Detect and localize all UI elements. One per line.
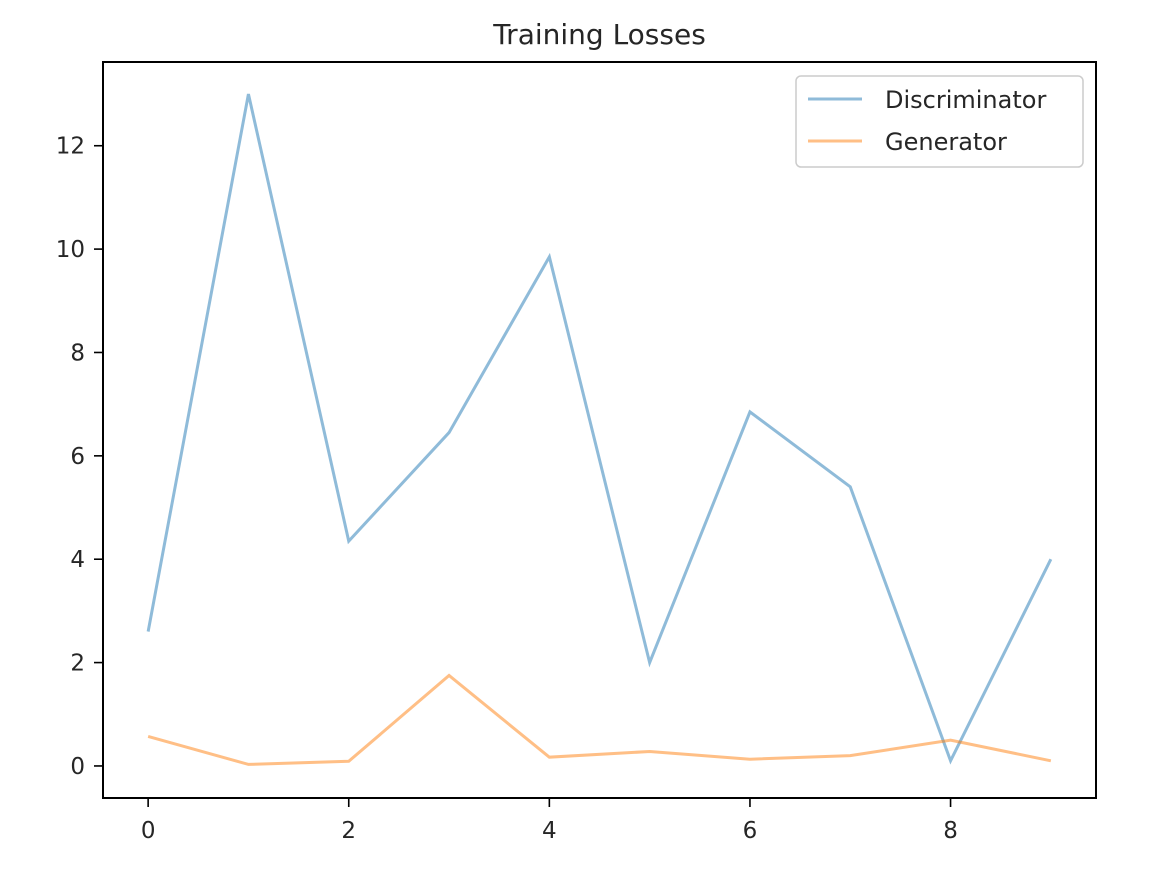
x-tick-label: 6 [743,818,758,844]
y-tick-label: 2 [70,651,85,677]
x-tick-label: 8 [943,818,958,844]
legend-label-discriminator: Discriminator [885,86,1046,114]
series-line-discriminator [146,93,1053,765]
legend-box [795,75,1084,168]
y-tick-label: 0 [70,754,85,780]
x-tick-label: 2 [341,818,356,844]
y-tick-label: 10 [56,237,85,263]
y-tick-label: 6 [70,444,85,470]
y-tick-label: 4 [70,547,85,573]
legend-label-generator: Generator [885,128,1007,156]
series-line-generator [147,673,1052,766]
plot-frame [102,61,1097,799]
x-tick-label: 4 [542,818,557,844]
chart-title: Training Losses [492,18,706,51]
y-tick-label: 12 [56,134,85,160]
x-tick-label: 0 [141,818,156,844]
y-tick-label: 8 [70,340,85,366]
